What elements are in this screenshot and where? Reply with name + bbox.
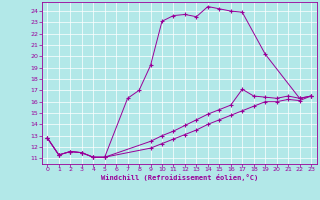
X-axis label: Windchill (Refroidissement éolien,°C): Windchill (Refroidissement éolien,°C) [100,174,258,181]
